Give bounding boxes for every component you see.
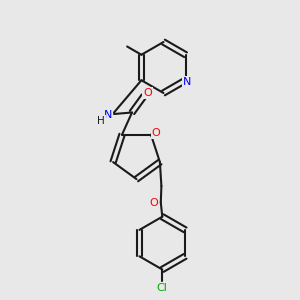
Text: Cl: Cl [157, 283, 168, 292]
Text: O: O [143, 88, 152, 98]
Text: O: O [152, 128, 160, 138]
Text: H: H [97, 116, 105, 126]
Text: N: N [183, 77, 191, 87]
Text: O: O [150, 198, 159, 208]
Text: N: N [104, 110, 112, 121]
